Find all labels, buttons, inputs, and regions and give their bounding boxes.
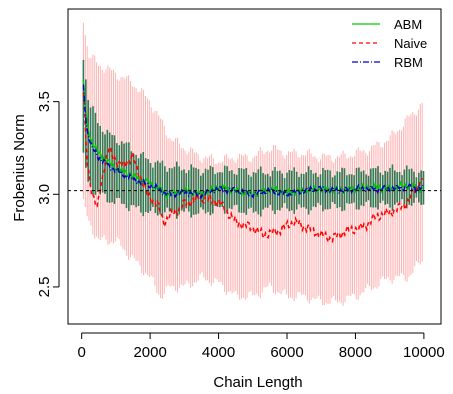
x-tick-label: 6000 xyxy=(270,344,303,361)
x-tick-label: 0 xyxy=(78,344,86,361)
y-tick-label: 2.5 xyxy=(36,277,53,298)
y-axis: 2.5 3.0 3.5 xyxy=(36,91,60,298)
y-tick-label: 3.0 xyxy=(36,184,53,205)
legend-label-naive: Naive xyxy=(394,36,427,51)
legend-label-rbm: RBM xyxy=(394,55,423,70)
series-line-naive xyxy=(82,92,424,245)
series-lines xyxy=(82,80,424,245)
series-line-rbm xyxy=(82,84,424,200)
x-tick-label: 10000 xyxy=(403,344,445,361)
x-axis-label: Chain Length xyxy=(213,374,302,391)
y-tick-label: 3.5 xyxy=(36,91,53,112)
x-tick-label: 2000 xyxy=(133,344,166,361)
confidence-bands xyxy=(82,22,425,306)
plot-frame xyxy=(67,8,442,325)
x-axis: 0 2000 4000 6000 8000 10000 xyxy=(78,332,445,361)
legend-label-abm: ABM xyxy=(394,17,422,32)
legend: ABM Naive RBM xyxy=(352,17,427,70)
x-tick-label: 8000 xyxy=(339,344,372,361)
x-tick-label: 4000 xyxy=(202,344,235,361)
y-axis-label: Frobenius Norm xyxy=(11,114,28,222)
